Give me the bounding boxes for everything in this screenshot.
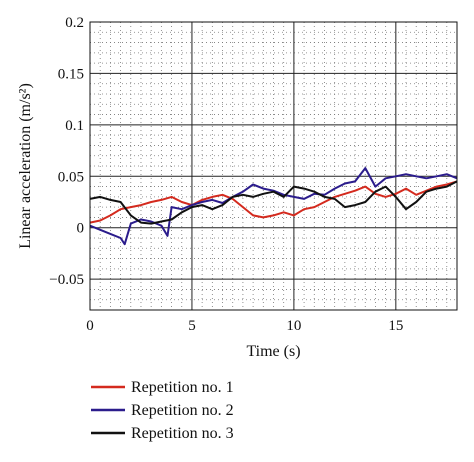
x-tick-label: 0 [86, 318, 94, 334]
legend-label-2: Repetition no. 2 [131, 402, 234, 419]
series-lines [89, 167, 458, 246]
y-tick-label: 0.15 [58, 66, 84, 82]
series-line-2 [89, 167, 458, 246]
legend-label-3: Repetition no. 3 [131, 425, 234, 442]
x-tick-label: 15 [388, 318, 403, 334]
plot-frame [89, 21, 458, 311]
series-line-1 [89, 180, 458, 224]
legend: Repetition no. 1 Repetition no. 2 Repetiti… [91, 379, 234, 442]
legend-label-1: Repetition no. 1 [131, 379, 234, 396]
y-tick-label: 0.2 [65, 15, 84, 31]
y-tick-label: 0 [77, 221, 85, 237]
y-tick-label: 0.1 [65, 118, 84, 134]
y-axis-label: Linear acceleration (m/s²) [17, 83, 34, 249]
x-tick-label: 5 [188, 318, 196, 334]
axis-ticks: 0 5 10 15 0.2 0.15 0.1 0.05 0 −0.05 [49, 15, 403, 334]
y-tick-label: 0.05 [58, 169, 84, 185]
series-line-3 [89, 180, 458, 225]
y-tick-label: −0.05 [49, 272, 84, 288]
x-tick-label: 10 [286, 318, 301, 334]
x-axis-label: Time (s) [246, 343, 300, 360]
grid [89, 21, 458, 311]
